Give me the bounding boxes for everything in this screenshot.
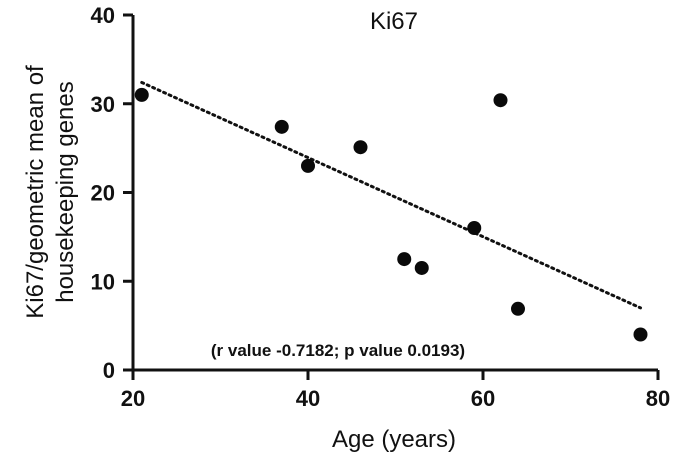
y-axis-tick-label: 30 xyxy=(91,92,115,117)
x-axis-title: Age (years) xyxy=(332,426,456,453)
data-point xyxy=(397,252,412,267)
chart-title: Ki67 xyxy=(370,8,418,35)
data-point xyxy=(467,221,482,235)
y-axis-tick-label: 10 xyxy=(91,269,115,294)
data-point xyxy=(353,140,368,155)
y-axis-tick-label: 0 xyxy=(103,358,115,383)
trendline xyxy=(140,80,642,310)
data-points xyxy=(134,87,648,342)
data-point xyxy=(414,260,429,275)
data-point xyxy=(134,87,149,102)
y-axis-title-line-1: Ki67/geometric mean of xyxy=(22,65,49,319)
data-point xyxy=(274,119,289,134)
data-point xyxy=(633,327,648,342)
stats-annotation: (r value -0.7182; p value 0.0193) xyxy=(211,341,465,360)
y-axis-title: Ki67/geometric mean of housekeeping gene… xyxy=(22,65,79,319)
y-axis-tick-label: 20 xyxy=(91,181,115,206)
x-axis-tick-label: 60 xyxy=(471,386,495,411)
data-point xyxy=(511,301,525,316)
data-point xyxy=(301,158,315,173)
y-axis-title-line-2: housekeeping genes xyxy=(52,81,79,303)
x-axis-tick-label: 40 xyxy=(296,386,320,411)
x-axis-tick-label: 80 xyxy=(646,386,670,411)
axis-ticks: 0 10 20 30 40 20 40 60 80 xyxy=(91,3,671,411)
data-point xyxy=(493,93,508,108)
x-axis-tick-label: 20 xyxy=(121,386,145,411)
axes xyxy=(131,15,658,372)
y-axis-tick-label: 40 xyxy=(91,3,115,28)
trendline-group xyxy=(140,80,642,310)
